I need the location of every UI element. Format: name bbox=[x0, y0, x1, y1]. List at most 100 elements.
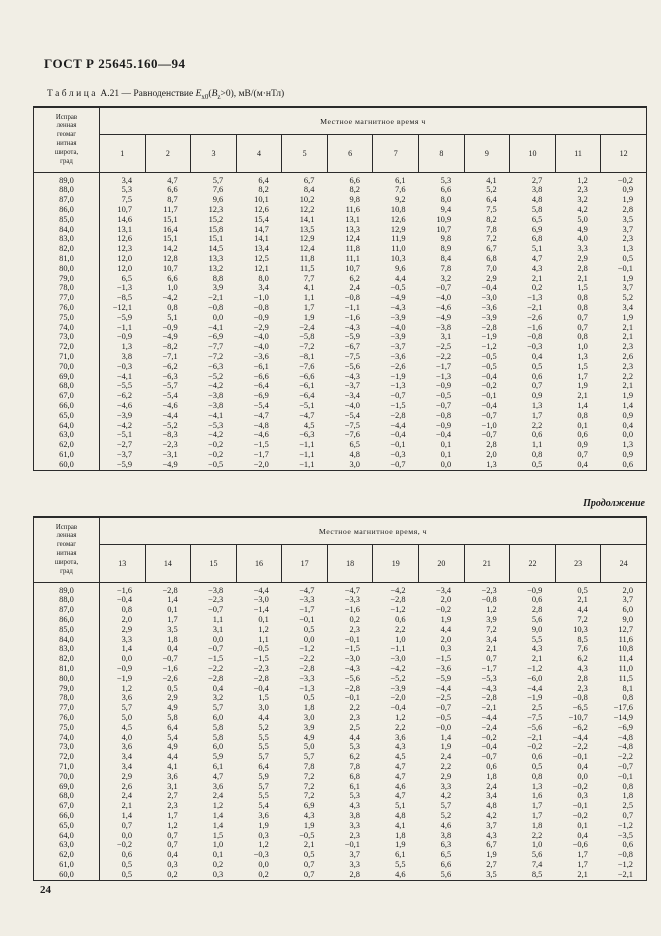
table-row: 80,0 12,0 10,7 13,2 12,1 11,5 10,7 9,6 7,8 7,0 4,3… bbox=[33, 263, 647, 274]
value-cell: 7,6 bbox=[395, 185, 406, 195]
value-cell: 2,0 bbox=[440, 634, 452, 644]
table-row: 68,0 2,4 2,7 2,4 5,5 7,2 5,3 4,7 4,2 3,4 1,6 0,3 1,8 bbox=[33, 791, 647, 802]
value-cell: −4,4 bbox=[527, 683, 543, 693]
value-cell: −0,9 bbox=[116, 664, 133, 674]
value-cell: 2,0 bbox=[486, 450, 497, 459]
value-cell: 0,6 bbox=[531, 595, 543, 605]
value-cell: −3,8 bbox=[208, 391, 224, 401]
table-row: 88,0 −0,4 1,4 −2,3 −3,0 −3,3 −3,3 −2,8 2,0 −0,8 0,… bbox=[33, 595, 647, 606]
value-cell: −0,3 bbox=[116, 361, 133, 371]
hour-column-header: 9 bbox=[463, 134, 511, 173]
value-cell: 8,5 bbox=[531, 869, 543, 879]
value-cell: 0,9 bbox=[622, 185, 633, 195]
value-cell: 1,4 bbox=[121, 811, 133, 821]
value-cell: 7,2 bbox=[577, 615, 588, 625]
value-cell: 2,0 bbox=[440, 595, 452, 605]
value-cell: 4,1 bbox=[303, 283, 315, 293]
value-cell: 0,4 bbox=[577, 830, 588, 840]
value-cell: 4,7 bbox=[167, 175, 178, 185]
value-cell: 2,0 bbox=[622, 585, 633, 595]
value-cell: 2,3 bbox=[349, 713, 360, 723]
value-cell: 1,1 bbox=[258, 634, 269, 644]
value-cell: 1,9 bbox=[440, 742, 452, 752]
value-cell: −7,2 bbox=[299, 342, 315, 352]
value-cell: 2,9 bbox=[486, 273, 497, 283]
value-cell: 6,7 bbox=[303, 175, 315, 185]
value-cell: 6,3 bbox=[440, 840, 452, 850]
value-cell: −4,8 bbox=[617, 732, 633, 742]
value-cell: 6,7 bbox=[486, 244, 497, 254]
value-cell: −4,3 bbox=[481, 683, 497, 693]
value-cell: −3,6 bbox=[253, 352, 269, 362]
value-cell: 13,2 bbox=[208, 263, 224, 273]
value-cell: 1,1 bbox=[531, 440, 543, 450]
value-cell: 3,7 bbox=[622, 283, 633, 293]
table-row: 65,0 0,7 1,2 1,4 1,9 1,9 3,3 4,1 4,6 3,7 1,8 0,1 −1,… bbox=[33, 820, 647, 831]
value-cell: −5,3 bbox=[208, 420, 224, 430]
value-cell: −0,5 bbox=[208, 459, 224, 469]
value-cell: 1,8 bbox=[531, 820, 543, 830]
value-cell: 1,9 bbox=[577, 381, 588, 391]
value-cell: 5,5 bbox=[258, 791, 269, 801]
table-row: 79,0 6,5 6,6 8,8 8,0 7,7 6,2 4,4 3,2 2,9 2,1 2,1 1,9 bbox=[33, 273, 647, 284]
value-cell: 11,8 bbox=[345, 244, 360, 254]
hour-column-header: 21 bbox=[463, 544, 511, 583]
table-row: 74,0 4,0 5,4 5,8 5,5 4,9 4,4 3,6 1,4 −0,2 −2,1 −4,4… bbox=[33, 732, 647, 743]
table-row: 81,0 12,0 12,8 13,3 12,5 11,8 11,1 10,3 8,4 6,8 4,… bbox=[33, 254, 647, 265]
value-cell: −5,6 bbox=[344, 673, 360, 683]
value-cell: 0,3 bbox=[577, 791, 588, 801]
latitude-cell: 66,0 bbox=[33, 401, 100, 412]
value-cell: 2,2 bbox=[395, 624, 406, 634]
value-cell: −2,4 bbox=[481, 722, 497, 732]
value-cell: −4,8 bbox=[617, 742, 633, 752]
value-cell: 5,0 bbox=[121, 713, 133, 723]
table-row: 67,0 2,1 2,3 1,2 5,4 6,9 4,3 5,1 5,7 4,8 1,7 −0,1 2,… bbox=[33, 801, 647, 812]
value-cell: 5,1 bbox=[531, 244, 543, 254]
value-cell: 3,6 bbox=[167, 771, 178, 781]
value-cell: −1,5 bbox=[390, 401, 406, 411]
value-cell: −1,5 bbox=[344, 644, 360, 654]
value-cell: 7,8 bbox=[349, 762, 360, 772]
value-cell: 6,4 bbox=[258, 762, 269, 772]
value-cell: 4,4 bbox=[349, 732, 360, 742]
value-cell: 7,5 bbox=[121, 195, 133, 205]
hour-column-header: 14 bbox=[144, 544, 192, 583]
value-cell: 10,3 bbox=[390, 254, 406, 264]
latitude-cell: 61,0 bbox=[33, 450, 100, 461]
value-cell: 4,1 bbox=[486, 175, 497, 185]
value-cell: 4,7 bbox=[395, 771, 406, 781]
latitude-cell: 83,0 bbox=[33, 644, 100, 655]
value-cell: −4,4 bbox=[481, 713, 497, 723]
value-cell: −0,9 bbox=[116, 332, 133, 342]
value-cell: 2,3 bbox=[577, 185, 588, 195]
latitude-cell: 85,0 bbox=[33, 215, 100, 225]
row-header-cell: Исправ ленная геомаг нитная широта, град bbox=[33, 106, 100, 173]
value-cell: 12,3 bbox=[117, 244, 133, 254]
value-cell: −4,2 bbox=[162, 293, 178, 303]
table-row: 89,0 3,4 4,7 5,7 6,4 6,7 6,6 6,1 5,3 4,1 2,7 1,2 −0,… bbox=[33, 172, 647, 186]
value-cell: 1,5 bbox=[577, 283, 588, 293]
value-cell: 3,8 bbox=[531, 185, 543, 195]
value-cell: 5,7 bbox=[303, 752, 315, 762]
value-cell: 12,2 bbox=[299, 205, 315, 215]
value-cell: −6,3 bbox=[208, 361, 224, 371]
value-cell: −5,6 bbox=[527, 722, 543, 732]
value-cell: 15,1 bbox=[163, 234, 178, 244]
value-cell: −0,4 bbox=[390, 430, 406, 440]
hour-column-header: 10 bbox=[509, 134, 556, 173]
value-cell: −0,7 bbox=[162, 654, 178, 664]
table-row: 72,0 1,3 −8,2 −7,7 −4,0 −7,2 −6,7 −3,7 −2,5 −1,2 −… bbox=[33, 342, 647, 353]
value-cell: 14,7 bbox=[254, 224, 269, 234]
value-cell: 0,5 bbox=[121, 860, 133, 869]
value-cell: 12,6 bbox=[390, 214, 406, 224]
value-cell: 4,3 bbox=[531, 263, 543, 273]
value-cell: 3,6 bbox=[395, 732, 406, 742]
value-cell: −4,6 bbox=[253, 430, 269, 440]
value-cell: 1,7 bbox=[577, 371, 588, 381]
value-cell: 1,3 bbox=[486, 459, 497, 469]
value-cell: −0,5 bbox=[435, 391, 452, 401]
value-cell: 1,8 bbox=[167, 634, 178, 644]
value-cell: 1,4 bbox=[577, 401, 588, 411]
value-cell: 6,6 bbox=[167, 185, 178, 195]
caption-word: Таблица bbox=[47, 89, 99, 99]
